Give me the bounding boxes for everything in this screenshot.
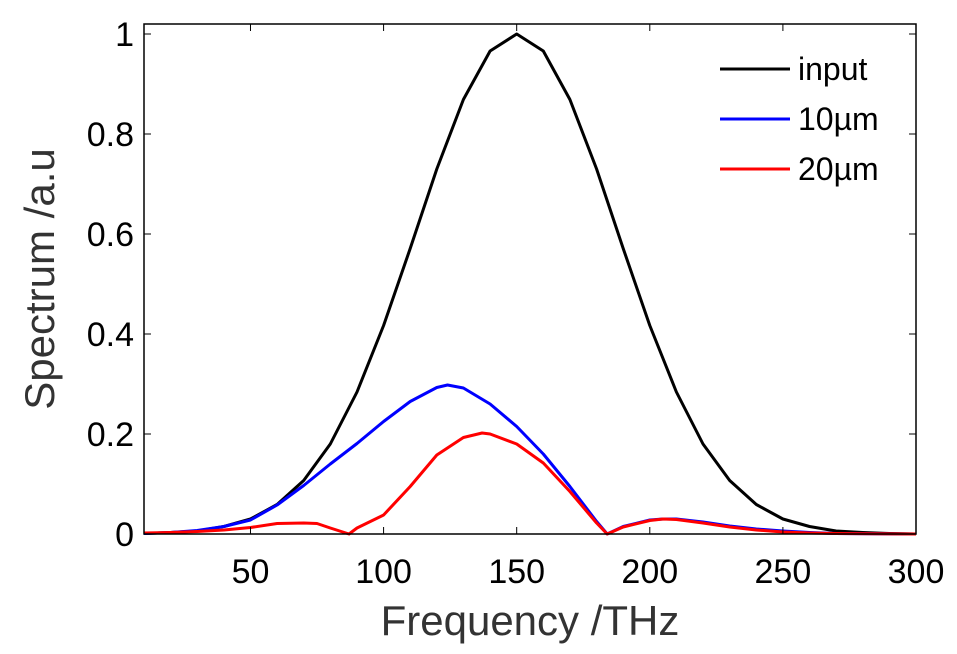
y-tick-label: 0 (115, 516, 134, 554)
x-tick-label: 100 (355, 553, 412, 591)
y-tick-label: 0.2 (87, 416, 134, 454)
plot-background (144, 24, 916, 534)
y-tick-label: 0.4 (87, 316, 134, 354)
series-layer (143, 32, 917, 536)
x-tick-label: 300 (888, 553, 945, 591)
ticks-layer: 50 100 150 200 250 300 0 0.2 0.4 0.6 0.8 1 (87, 16, 945, 591)
axes-frame (143, 23, 917, 535)
x-tick-label: 50 (232, 553, 270, 591)
legend-label-0: input (798, 51, 868, 87)
y-axis-title: Spectrum /a.u (16, 148, 63, 409)
y-tick-label: 0.8 (87, 116, 134, 154)
x-axis-title: Frequency /THz (381, 597, 680, 644)
y-tick-label: 1 (115, 16, 134, 54)
series-line-2 (143, 431, 917, 536)
x-tick-label: 250 (755, 553, 812, 591)
y-tick-label: 0.6 (87, 216, 134, 254)
legend-label-2: 20µm (798, 151, 879, 187)
legend: input 10µm 20µm (720, 51, 879, 187)
x-tick-label: 200 (621, 553, 678, 591)
x-tick-label: 150 (488, 553, 545, 591)
legend-label-1: 10µm (798, 101, 879, 137)
